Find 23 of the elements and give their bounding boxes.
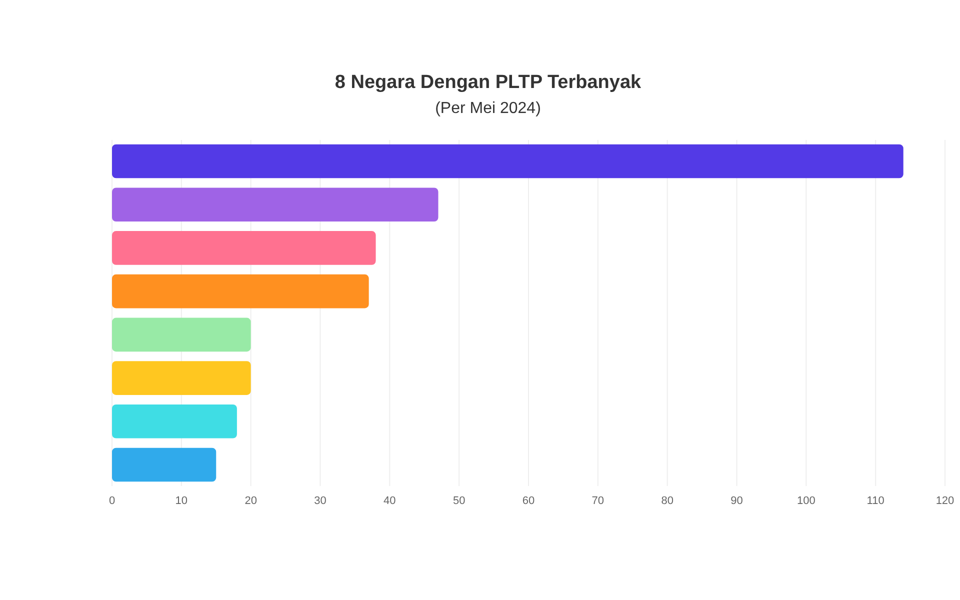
x-tick-label: 30 — [314, 495, 326, 507]
x-tick-label: 40 — [384, 495, 396, 507]
bar — [112, 274, 369, 308]
x-tick-label: 80 — [661, 495, 674, 507]
chart-subtitle: (Per Mei 2024) — [435, 100, 541, 117]
bar — [112, 231, 376, 265]
chart-title: 8 Negara Dengan PLTP Terbanyak — [334, 72, 642, 93]
x-tick-label: 10 — [175, 495, 188, 507]
bar — [112, 188, 438, 222]
bar — [112, 361, 251, 395]
x-tick-label: 120 — [936, 495, 954, 507]
bar — [112, 144, 904, 178]
x-tick-label: 110 — [866, 495, 884, 507]
x-tick-label: 20 — [244, 495, 257, 507]
bar — [112, 448, 216, 482]
x-tick-label: 100 — [796, 495, 816, 507]
x-tick-label: 0 — [108, 495, 116, 507]
x-tick-label: 50 — [452, 495, 466, 507]
bar — [112, 318, 251, 352]
x-tick-label: 70 — [592, 495, 604, 507]
x-tick-label: 90 — [730, 495, 743, 507]
x-tick-label: 60 — [522, 495, 535, 507]
bar — [112, 404, 237, 438]
